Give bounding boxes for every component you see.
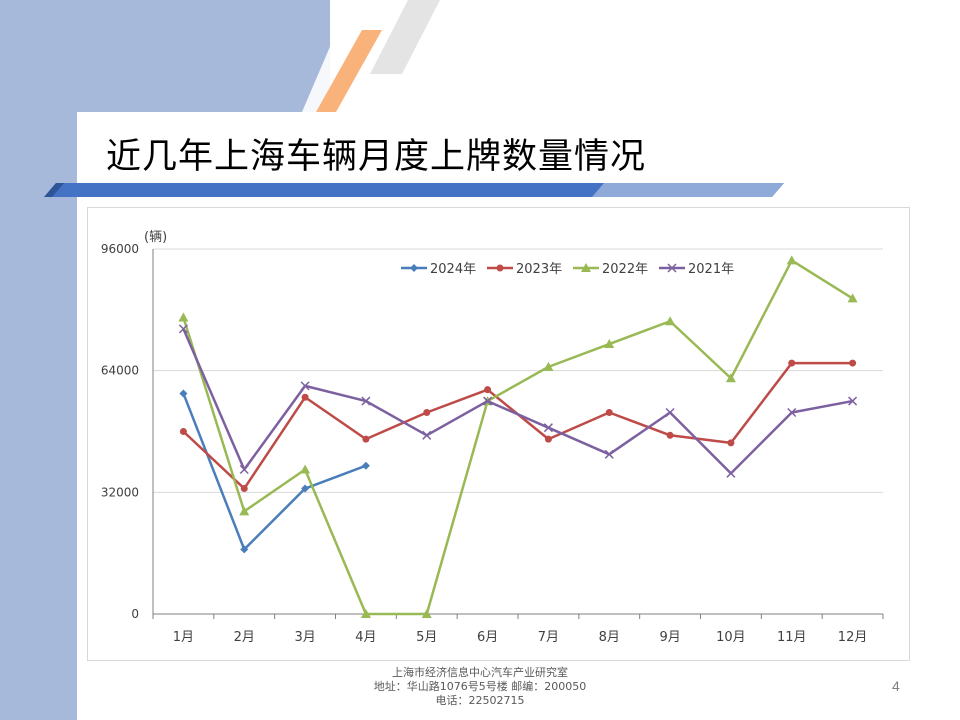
data-point	[727, 439, 735, 447]
data-point	[848, 396, 858, 406]
data-point	[300, 464, 311, 474]
x-tick-label: 11月	[777, 630, 807, 645]
data-point	[726, 468, 736, 478]
top-decor-band	[0, 0, 330, 112]
x-tick-label: 1月	[173, 630, 194, 645]
data-point	[301, 484, 310, 493]
legend-label: 2021年	[688, 262, 734, 277]
data-point	[361, 396, 371, 406]
legend-marker	[667, 263, 677, 273]
x-tick-label: 2月	[234, 630, 255, 645]
chart-frame: 0 32000 64000 96000 1月 2月 3月 4月 5月 6月 7月 8月 9月 10月 11月…	[87, 207, 910, 661]
footer: 上海市经济信息中心汽车产业研究室 地址：华山路1076号5号楼 邮编：20005…	[330, 666, 630, 708]
data-point	[605, 408, 613, 416]
series-line-2024年	[182, 393, 367, 551]
footer-org: 上海市经济信息中心汽车产业研究室	[392, 666, 568, 679]
x-tick-label: 10月	[716, 630, 746, 645]
stripe-light-1	[302, 0, 368, 112]
data-point	[666, 431, 674, 439]
data-point	[362, 435, 370, 443]
data-point	[847, 293, 858, 303]
data-point	[543, 423, 553, 433]
x-tick-label: 7月	[538, 630, 559, 645]
data-point	[421, 609, 432, 618]
stripe-gray	[370, 0, 440, 74]
data-point	[665, 316, 676, 326]
data-point	[849, 359, 857, 367]
y-tick-label: 32000	[101, 485, 139, 499]
y-tick-label: 96000	[101, 242, 139, 256]
x-tick-label: 5月	[416, 630, 437, 645]
x-tick-label: 4月	[355, 630, 376, 645]
data-point	[604, 339, 615, 349]
legend-label: 2022年	[602, 262, 648, 277]
data-point	[178, 312, 189, 322]
y-tick-label: 64000	[101, 364, 139, 378]
series-line-2021年	[182, 328, 853, 475]
data-point	[665, 407, 675, 418]
y-tick-label: 0	[131, 607, 139, 621]
legend-label: 2024年	[430, 262, 476, 277]
data-point	[179, 428, 187, 435]
series-line-2023年	[182, 361, 853, 490]
stripe-orange	[316, 30, 382, 112]
y-axis-label: (辆)	[144, 230, 167, 245]
page-number: 4	[892, 678, 900, 694]
data-point	[239, 464, 249, 475]
title-underline-bar	[44, 183, 784, 197]
data-point	[178, 324, 188, 334]
data-point	[543, 361, 554, 371]
left-decor-band	[0, 0, 77, 720]
slide-title: 近几年上海车辆月度上牌数量情况	[106, 137, 647, 177]
legend-marker	[581, 263, 591, 272]
data-point	[240, 485, 248, 493]
data-point	[786, 255, 797, 265]
data-point	[360, 609, 371, 618]
data-point	[301, 393, 309, 401]
diagonal-stripes	[302, 0, 440, 112]
data-point	[179, 389, 188, 398]
data-point	[300, 381, 310, 391]
data-point	[422, 430, 432, 440]
footer-phone: 电话：22502715	[435, 694, 525, 707]
x-tick-label: 12月	[838, 630, 868, 645]
series-line-2022年	[182, 259, 854, 616]
data-point	[604, 449, 614, 459]
x-tick-label: 9月	[659, 630, 680, 645]
data-point	[240, 545, 249, 554]
x-tick-label: 8月	[599, 630, 620, 645]
data-point	[239, 506, 250, 516]
x-tick-label: 6月	[477, 630, 498, 645]
footer-address: 地址：华山路1076号5号楼 邮编：200050	[373, 680, 587, 693]
data-point	[484, 386, 492, 394]
data-point	[787, 407, 797, 418]
legend-label: 2023年	[516, 262, 562, 277]
legend-marker	[410, 264, 418, 272]
data-point	[423, 408, 431, 416]
data-point	[483, 396, 493, 406]
x-tick-label: 3月	[294, 630, 315, 645]
data-point	[361, 461, 370, 470]
line-chart: 0 32000 64000 96000 1月 2月 3月 4月 5月 6月 7月 8月 9月 10月 11月…	[101, 230, 884, 645]
data-point	[725, 373, 736, 383]
data-point	[544, 435, 552, 443]
data-point	[788, 359, 796, 367]
legend-marker	[496, 264, 504, 272]
